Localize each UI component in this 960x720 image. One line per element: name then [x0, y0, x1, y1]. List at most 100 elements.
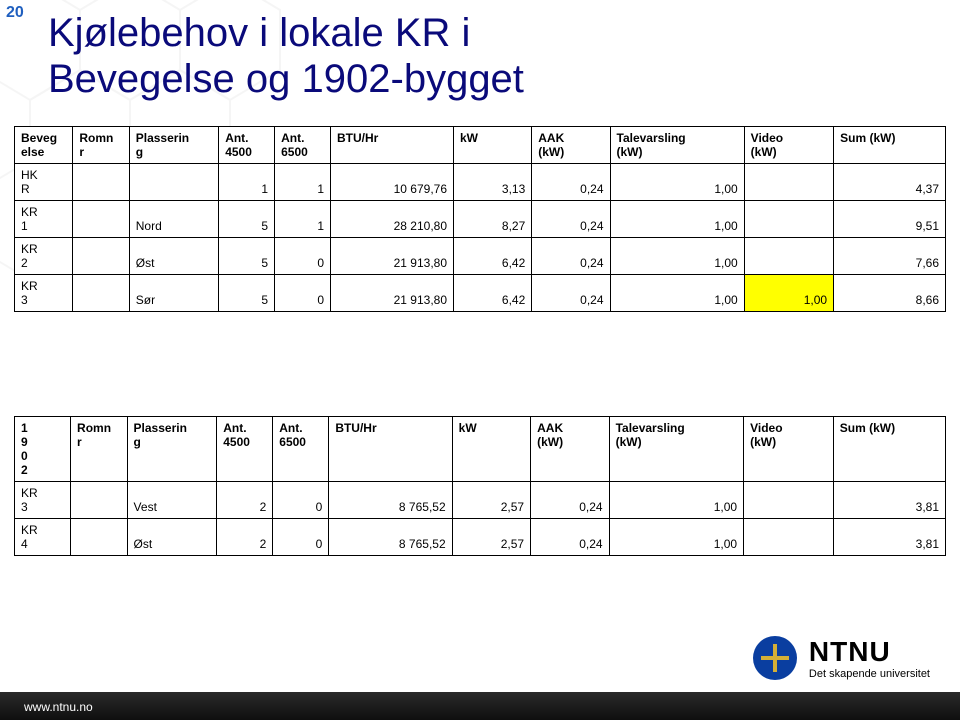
table-cell: 0 — [273, 519, 329, 556]
table-cell: 7,66 — [834, 238, 946, 275]
table-cell — [71, 482, 128, 519]
table-cell — [73, 238, 129, 275]
table-cell — [73, 201, 129, 238]
table-row: KR 3Vest208 765,522,570,241,003,81 — [15, 482, 946, 519]
table-cell: 1,00 — [610, 275, 744, 312]
table-cell — [744, 164, 833, 201]
col-header: Ant. 6500 — [275, 127, 331, 164]
col-header: Video (kW) — [744, 127, 833, 164]
ntnu-logo: NTNU Det skapende universitet — [753, 636, 930, 680]
table-cell: 1,00 — [609, 482, 744, 519]
col-header: Sum (kW) — [834, 127, 946, 164]
col-header: kW — [452, 417, 530, 482]
table-row: KR 4 Øst208 765,522,570,241,00 3,81 — [15, 519, 946, 556]
table-cell: 5 — [219, 275, 275, 312]
ntnu-logo-tagline: Det skapende universitet — [809, 668, 930, 680]
col-header: BTU/Hr — [329, 417, 452, 482]
table-bevegelse: Beveg elseRomn rPlasserin gAnt. 4500Ant.… — [14, 126, 946, 312]
table-cell: 0,24 — [532, 201, 610, 238]
page-number: 20 — [6, 4, 24, 22]
table-cell: 2,57 — [452, 482, 530, 519]
col-header: Sum (kW) — [833, 417, 945, 482]
col-header: Plasserin g — [129, 127, 218, 164]
ntnu-logo-mark — [753, 636, 797, 680]
table-cell: 8 765,52 — [329, 482, 452, 519]
table-cell: 6,42 — [454, 238, 532, 275]
col-header: Ant. 4500 — [219, 127, 275, 164]
table-cell: 0 — [275, 238, 331, 275]
table-cell: KR 4 — [15, 519, 71, 556]
table-cell — [744, 201, 833, 238]
title-line-2: Bevegelse og 1902-bygget — [48, 57, 524, 101]
table-cell: 1,00 — [610, 201, 744, 238]
table-cell — [73, 164, 129, 201]
table-cell: 0,24 — [531, 482, 609, 519]
col-header: Beveg else — [15, 127, 73, 164]
table-cell: 1,00 — [610, 164, 744, 201]
col-header: Ant. 6500 — [273, 417, 329, 482]
table-cell: Øst — [129, 238, 218, 275]
table-cell: 8 765,52 — [329, 519, 452, 556]
col-header: Talevarsling (kW) — [610, 127, 744, 164]
col-header: Plasserin g — [127, 417, 217, 482]
table-cell: 0,24 — [532, 275, 610, 312]
table-cell: 1,00 — [609, 519, 744, 556]
table-cell: Nord — [129, 201, 218, 238]
col-header: Romn r — [71, 417, 128, 482]
col-header: Ant. 4500 — [217, 417, 273, 482]
ntnu-logo-name: NTNU — [809, 636, 930, 668]
footer-url: www.ntnu.no — [24, 700, 93, 714]
table-cell — [129, 164, 218, 201]
col-header: kW — [454, 127, 532, 164]
table-cell: 21 913,80 — [331, 275, 454, 312]
table-cell: 3,81 — [833, 482, 945, 519]
table-cell: 4,37 — [834, 164, 946, 201]
table-cell: 1,00 — [610, 238, 744, 275]
table-cell: 5 — [219, 238, 275, 275]
table-cell: 0,24 — [532, 164, 610, 201]
footer-bar — [0, 692, 960, 720]
table-cell: 2,57 — [452, 519, 530, 556]
table-cell: 0,24 — [531, 519, 609, 556]
table-cell: KR 3 — [15, 482, 71, 519]
col-header: 1 9 0 2 — [15, 417, 71, 482]
table-cell: 9,51 — [834, 201, 946, 238]
table-cell: 2 — [217, 519, 273, 556]
table-row: KR 1 Nord5128 210,808,270,241,00 9,51 — [15, 201, 946, 238]
table-cell — [71, 519, 128, 556]
table-cell: 0 — [273, 482, 329, 519]
table-cell: HK R — [15, 164, 73, 201]
table-cell — [744, 238, 833, 275]
table-row: KR 2 Øst5021 913,806,420,241,00 7,66 — [15, 238, 946, 275]
table-row: KR 3Sør5021 913,806,420,241,001,008,66 — [15, 275, 946, 312]
table-1902: 1 9 0 2Romn rPlasserin gAnt. 4500Ant. 65… — [14, 416, 946, 556]
table-cell: 2 — [217, 482, 273, 519]
table-cell: 5 — [219, 201, 275, 238]
table-cell: KR 2 — [15, 238, 73, 275]
table-cell: 3,81 — [833, 519, 945, 556]
col-header: AAK (kW) — [531, 417, 609, 482]
table-cell: 21 913,80 — [331, 238, 454, 275]
table-row: HK R1110 679,763,130,241,004,37 — [15, 164, 946, 201]
col-header: AAK (kW) — [532, 127, 610, 164]
col-header: BTU/Hr — [331, 127, 454, 164]
table-cell: 8,66 — [834, 275, 946, 312]
table-cell: 6,42 — [454, 275, 532, 312]
table-cell: KR 1 — [15, 201, 73, 238]
table-cell: Sør — [129, 275, 218, 312]
table-cell: 1 — [219, 164, 275, 201]
table-cell — [744, 519, 834, 556]
table-cell: 3,13 — [454, 164, 532, 201]
table-cell: 10 679,76 — [331, 164, 454, 201]
table-cell: 0 — [275, 275, 331, 312]
title-line-1: Kjølebehov i lokale KR i — [48, 11, 470, 55]
table-cell: KR 3 — [15, 275, 73, 312]
table-cell: 0,24 — [532, 238, 610, 275]
table-cell: 28 210,80 — [331, 201, 454, 238]
table-cell: 8,27 — [454, 201, 532, 238]
col-header: Talevarsling (kW) — [609, 417, 744, 482]
table-cell: 1,00 — [744, 275, 833, 312]
table-cell: Øst — [127, 519, 217, 556]
table-cell: 1 — [275, 201, 331, 238]
col-header: Romn r — [73, 127, 129, 164]
